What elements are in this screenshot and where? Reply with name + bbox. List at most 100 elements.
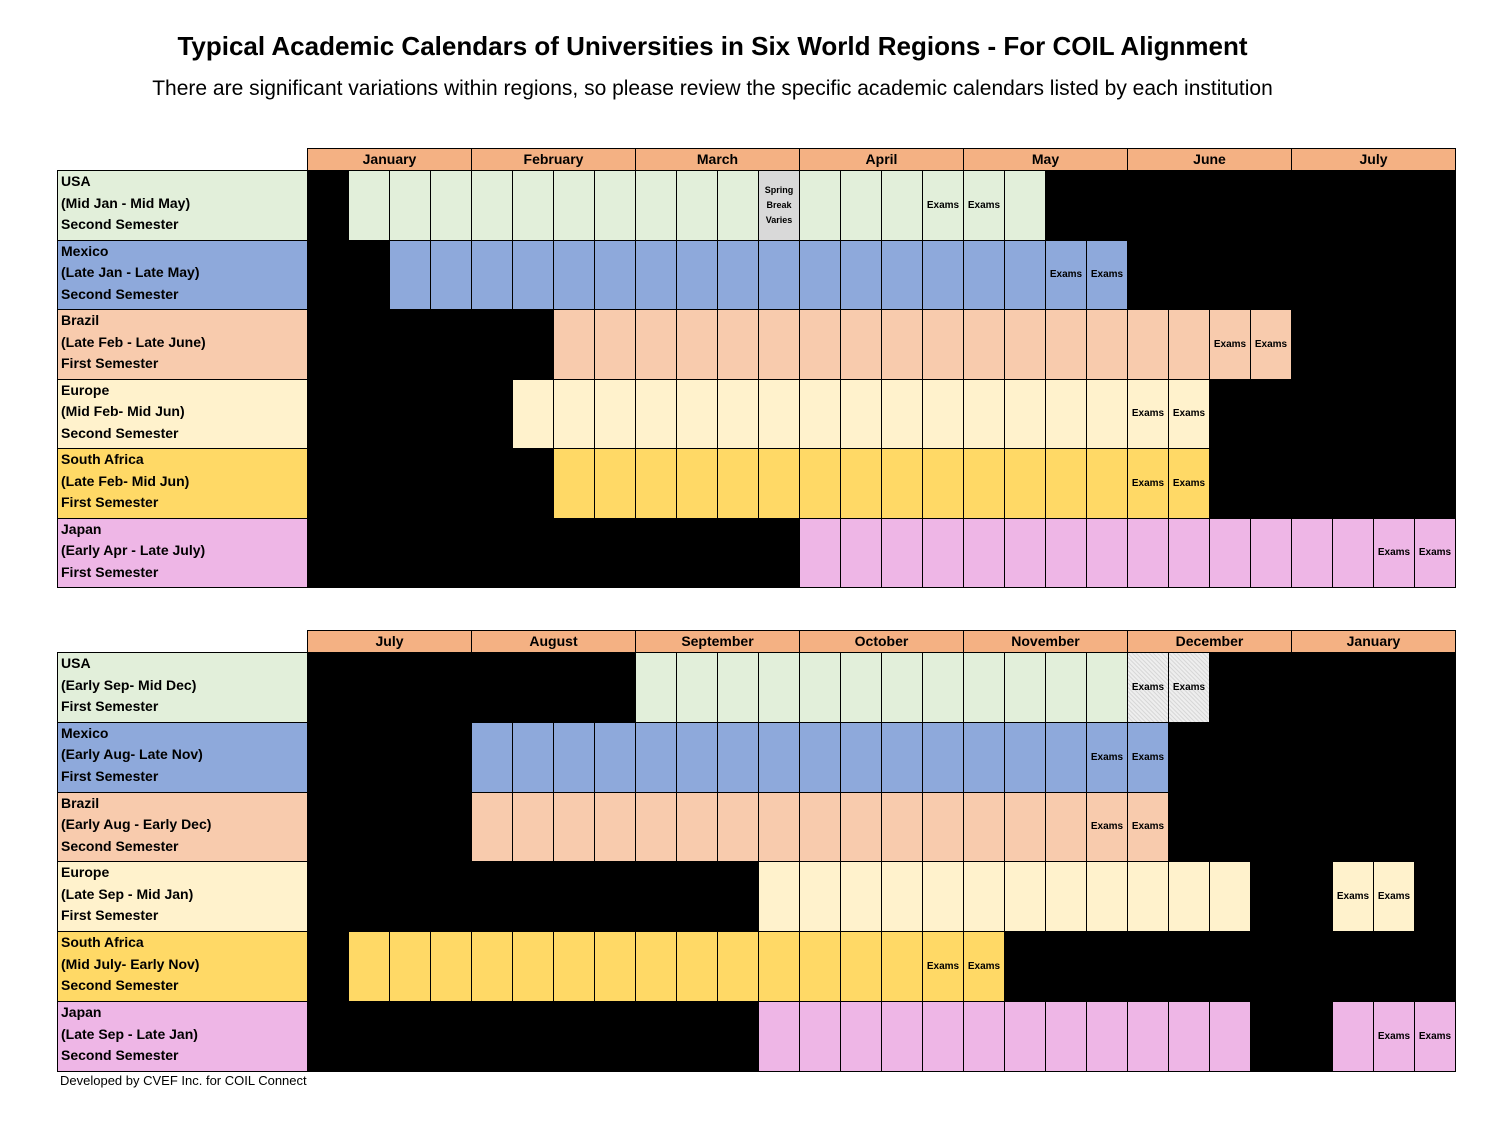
week-cell (922, 309, 964, 380)
month-header-july: July (1291, 148, 1456, 171)
week-cell (840, 1001, 882, 1072)
week-cell (307, 239, 349, 310)
week-cell (717, 309, 759, 380)
row-label-japan: Japan (Early Apr - Late July) First Semest… (57, 517, 308, 588)
week-cell (881, 1001, 923, 1072)
week-cell (963, 721, 1005, 793)
week-cell (676, 170, 718, 241)
week-cell (1004, 378, 1046, 449)
exam-cell: Exams (1127, 448, 1169, 519)
week-cell (471, 170, 513, 241)
week-cell (1291, 931, 1333, 1002)
week-cell (594, 1001, 636, 1072)
week-cell (1414, 170, 1456, 241)
week-cell (1373, 378, 1415, 449)
week-cell (594, 448, 636, 519)
week-cell (840, 239, 882, 310)
week-cell (635, 239, 677, 310)
row-semester: First Semester (61, 698, 159, 714)
exam-cell: Exams (1332, 861, 1374, 933)
week-cell (758, 721, 800, 793)
week-cell (840, 791, 882, 863)
week-cell (430, 517, 472, 588)
week-cell (881, 309, 923, 380)
week-cell (471, 517, 513, 588)
week-cell (1168, 861, 1210, 933)
week-cell (307, 517, 349, 588)
week-cell (471, 652, 513, 723)
week-cell (1004, 309, 1046, 380)
row-region: Europe (61, 381, 110, 398)
week-cell (348, 931, 390, 1002)
week-cell (1045, 791, 1087, 863)
row-semester: First Semester (61, 563, 159, 580)
week-cell (348, 378, 390, 449)
exam-cell: Exams (1127, 791, 1169, 863)
week-cell (389, 721, 431, 793)
week-cell (430, 791, 472, 863)
week-cell (594, 239, 636, 310)
row-semester: Second Semester (61, 1047, 179, 1063)
week-cell (1414, 931, 1456, 1002)
week-cell (922, 378, 964, 449)
row-range: (Mid Feb- Mid Jun) (61, 403, 185, 419)
page-title: Typical Academic Calendars of Universiti… (177, 31, 1248, 61)
week-cell (840, 448, 882, 519)
week-cell (881, 517, 923, 588)
week-cell (1045, 170, 1087, 241)
row-label-brazil: Brazil (Late Feb - Late June) First Semest… (57, 309, 308, 380)
week-cell (389, 378, 431, 449)
week-cell (1045, 931, 1087, 1002)
week-cell (922, 861, 964, 933)
week-cell (758, 1001, 800, 1072)
month-header-june: June (1127, 148, 1292, 171)
row-label-usa: USA (Mid Jan - Mid May) Second Semester (57, 170, 308, 241)
exam-cell: Exams (1373, 517, 1415, 588)
week-cell (430, 1001, 472, 1072)
week-cell (348, 721, 390, 793)
row-label-brazil: Brazil (Early Aug - Early Dec) Second Seme… (57, 791, 308, 863)
week-cell (799, 239, 841, 310)
week-cell (512, 309, 554, 380)
week-cell (430, 448, 472, 519)
week-cell (1127, 170, 1169, 241)
week-cell (799, 378, 841, 449)
week-cell (348, 1001, 390, 1072)
month-header-march: March (635, 148, 800, 171)
week-cell (348, 791, 390, 863)
week-cell (1250, 378, 1292, 449)
week-cell (389, 448, 431, 519)
week-cell (1373, 652, 1415, 723)
week-cell (307, 170, 349, 241)
week-cell (1291, 861, 1333, 933)
week-cell (430, 378, 472, 449)
week-cell (594, 931, 636, 1002)
week-cell (1332, 721, 1374, 793)
week-cell (1209, 721, 1251, 793)
week-cell (512, 721, 554, 793)
week-cell (799, 309, 841, 380)
row-semester: Second Semester (61, 837, 179, 854)
row-region: USA (61, 655, 91, 671)
week-cell (307, 931, 349, 1002)
week-cell (717, 378, 759, 449)
row-label-south-africa: South Africa (Late Feb- Mid Jun) First Sem… (57, 448, 308, 519)
row-label-europe: Europe (Mid Feb- Mid Jun) Second Semester (57, 378, 308, 449)
week-cell (963, 448, 1005, 519)
week-cell (717, 652, 759, 723)
week-cell (553, 931, 595, 1002)
week-cell (1250, 239, 1292, 310)
week-cell (307, 652, 349, 723)
week-cell (963, 309, 1005, 380)
exam-cell: Exams (1373, 1001, 1415, 1072)
week-cell (963, 652, 1005, 723)
week-cell (881, 652, 923, 723)
week-cell (758, 652, 800, 723)
week-cell (676, 721, 718, 793)
week-cell (1250, 517, 1292, 588)
week-cell (1414, 448, 1456, 519)
week-cell (389, 517, 431, 588)
week-cell (1291, 448, 1333, 519)
week-cell (840, 170, 882, 241)
row-region: Brazil (61, 794, 100, 811)
